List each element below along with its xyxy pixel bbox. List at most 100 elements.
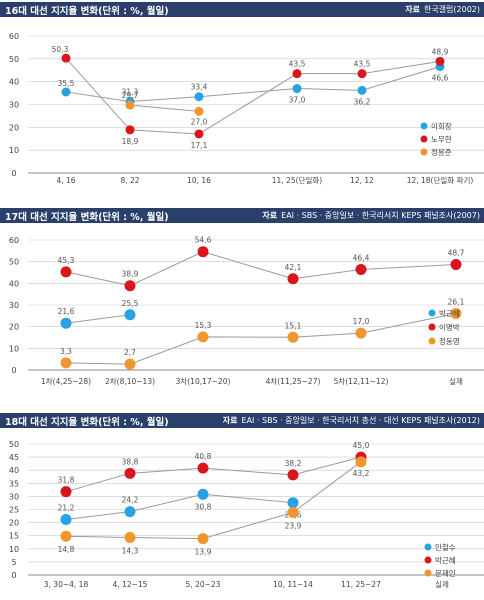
c2-legend-label: 정동영 <box>439 336 460 346</box>
c2-series-3-line <box>65 312 457 365</box>
c3-series-1-line <box>65 493 294 520</box>
c1-series-1-data-label: 33,4 <box>191 83 208 92</box>
c1-legend-label: 정몽준 <box>431 147 452 157</box>
c3-series-3-point <box>60 530 72 542</box>
chart-3-source-label: 자료 <box>222 416 238 425</box>
c2-series-1-data-label: 21,6 <box>58 307 75 316</box>
c1-y-tick-label: 60 <box>9 32 19 41</box>
c2-legend-label: 박근혜 <box>439 308 460 318</box>
c2-legend-marker <box>428 337 436 345</box>
c2-legend-label: 이명박 <box>439 322 460 332</box>
c1-x-tick-label: 12, 18(단일화 파기) <box>407 175 474 185</box>
c3-series-3-data-label: 14,8 <box>58 545 75 554</box>
c2-y-tick-label: 60 <box>9 236 19 245</box>
c3-legend-label: 문재인 <box>435 568 456 578</box>
c3-series-2-point <box>287 469 299 481</box>
c3-series-3-point <box>124 532 136 544</box>
chart-3-header: 18대 대선 지지율 변화(단위 : %, 월일) 자료 EAI · SBS · … <box>0 413 484 428</box>
chart-1-source-text: 한국갤럽(2002) <box>423 5 480 14</box>
c1-series-3-line <box>129 104 200 112</box>
c3-y-tick-label: 50 <box>9 440 19 449</box>
c3-y-tick-label: 20 <box>9 519 19 528</box>
c1-series-2-data-label: 43,5 <box>354 60 371 69</box>
c1-y-tick-label: 40 <box>9 78 19 87</box>
c2-series-3-data-label: 26,1 <box>448 297 465 306</box>
c1-x-tick-label: 10, 16 <box>187 176 211 185</box>
c1-legend-marker <box>420 122 428 130</box>
c1-series-3-point <box>125 100 135 110</box>
c3-series-2-data-label: 45,0 <box>353 441 370 450</box>
c2-series-3-data-label: 17,0 <box>353 317 370 326</box>
c2-series-2-point <box>124 280 136 292</box>
c2-x-tick-label: 4차(11,25~27) <box>266 377 321 386</box>
c1-y-tick-label: 30 <box>9 101 19 110</box>
c2-series-3-point <box>197 331 209 343</box>
chart-2-source: 자료 EAI · SBS · 중앙일보 · 한국리서치 KEPS 패널조사(200… <box>262 210 480 221</box>
c3-legend-marker <box>424 569 432 577</box>
c3-y-tick-label: 25 <box>9 506 19 515</box>
c1-x-tick-label: 12, 12 <box>350 176 374 185</box>
c2-y-tick-label: 10 <box>9 344 19 353</box>
chart-3-title: 18대 대선 지지율 변화(단위 : %, 월일) <box>5 417 169 428</box>
chart-1-title: 16대 대선 지지율 변화(단위 : %, 월일) <box>5 6 169 17</box>
chart-2-title: 17대 대선 지지율 변화(단위 : %, 월일) <box>5 212 169 223</box>
c1-legend-label: 노무현 <box>431 135 452 144</box>
c3-series-2-data-label: 40,8 <box>195 452 212 461</box>
c3-series-2-data-label: 31,8 <box>58 476 75 485</box>
c3-series-1-point <box>197 488 209 500</box>
c2-series-2-data-label: 42,1 <box>285 263 302 272</box>
c1-series-1-point <box>357 85 367 95</box>
c2-series-2-point <box>197 246 209 258</box>
c2-y-tick-label: 0 <box>11 366 16 375</box>
c3-series-3-point <box>197 533 209 545</box>
c3-x-tick-label: 4, 12~15 <box>113 580 148 589</box>
c3-y-tick-label: 5 <box>11 558 16 567</box>
c3-y-tick-label: 35 <box>9 479 19 488</box>
chart-3-plot: 0 5 10 15 20 25 30 35 40 45 50 3, 30~4, 18 4, 12~15 5… <box>9 440 484 589</box>
c1-y-tick-label: 10 <box>9 146 19 155</box>
c3-y-tick-label: 15 <box>9 532 19 541</box>
c1-series-2-data-label: 18,9 <box>122 137 139 146</box>
c1-y-tick-label: 0 <box>11 169 16 178</box>
c2-x-tick-label: 1차(4,25~28) <box>41 377 91 386</box>
chart-3-source: 자료 EAI · SBS · 중앙일보 · 한국리서치 총선 · 대선 KEPS … <box>223 415 480 426</box>
c3-series-3-data-label: 13,9 <box>195 548 212 557</box>
chart-2-header: 17대 대선 지지율 변화(단위 : %, 월일) 자료 EAI · SBS · … <box>0 208 484 223</box>
c3-x-tick-label: 5, 20~23 <box>186 580 221 589</box>
c2-x-tick-label: 5차(12,11~12) <box>334 377 389 386</box>
c3-x-tick-label: 11, 25~27 <box>341 580 381 589</box>
c1-series-1-line <box>65 66 441 103</box>
c2-x-tick-label: 3차(10,17~20) <box>176 377 231 386</box>
c3-series-3-point <box>287 506 299 518</box>
c3-x-tick-label: 3, 30~4, 18 <box>44 580 89 589</box>
c3-x-tick-label: 10, 11~14 <box>273 580 313 589</box>
c2-series-3-data-label: 3,3 <box>60 347 72 356</box>
c2-series-3-point <box>355 327 367 339</box>
c2-series-2-point <box>287 273 299 285</box>
c2-x-tick-label: 실제 <box>449 376 463 386</box>
c1-series-1-data-label: 37,0 <box>289 96 306 105</box>
c2-y-tick-label: 50 <box>9 258 19 267</box>
c3-series-2-point <box>60 486 72 498</box>
c2-y-tick-label: 30 <box>9 301 19 310</box>
c1-series-3-point <box>194 106 204 116</box>
c2-series-2-data-label: 45,3 <box>58 256 75 265</box>
c3-series-1-point <box>124 506 136 518</box>
c1-x-tick-label: 11, 25(단일화) <box>272 175 322 185</box>
c3-series-3-point <box>355 456 367 468</box>
c3-y-tick-label: 30 <box>9 492 19 501</box>
c2-series-3-point <box>287 331 299 343</box>
c2-legend-marker <box>428 309 436 317</box>
c3-series-2-data-label: 38,8 <box>122 457 139 466</box>
c2-series-3-data-label: 2,7 <box>124 348 136 357</box>
c2-y-tick-label: 20 <box>9 323 19 332</box>
c1-series-2-data-label: 50,3 <box>52 45 69 54</box>
c2-series-2-point <box>355 263 367 275</box>
c3-series-3-data-label: 43,2 <box>353 469 370 478</box>
c1-series-2-data-label: 48,9 <box>432 47 449 56</box>
c1-series-1-point <box>292 84 302 94</box>
c1-legend-label: 이회창 <box>431 121 452 131</box>
c2-series-1-line <box>65 314 131 324</box>
c3-y-tick-label: 40 <box>9 466 19 475</box>
c2-series-3-point <box>124 358 136 370</box>
